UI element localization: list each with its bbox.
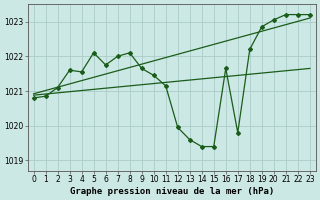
X-axis label: Graphe pression niveau de la mer (hPa): Graphe pression niveau de la mer (hPa) [69, 187, 274, 196]
